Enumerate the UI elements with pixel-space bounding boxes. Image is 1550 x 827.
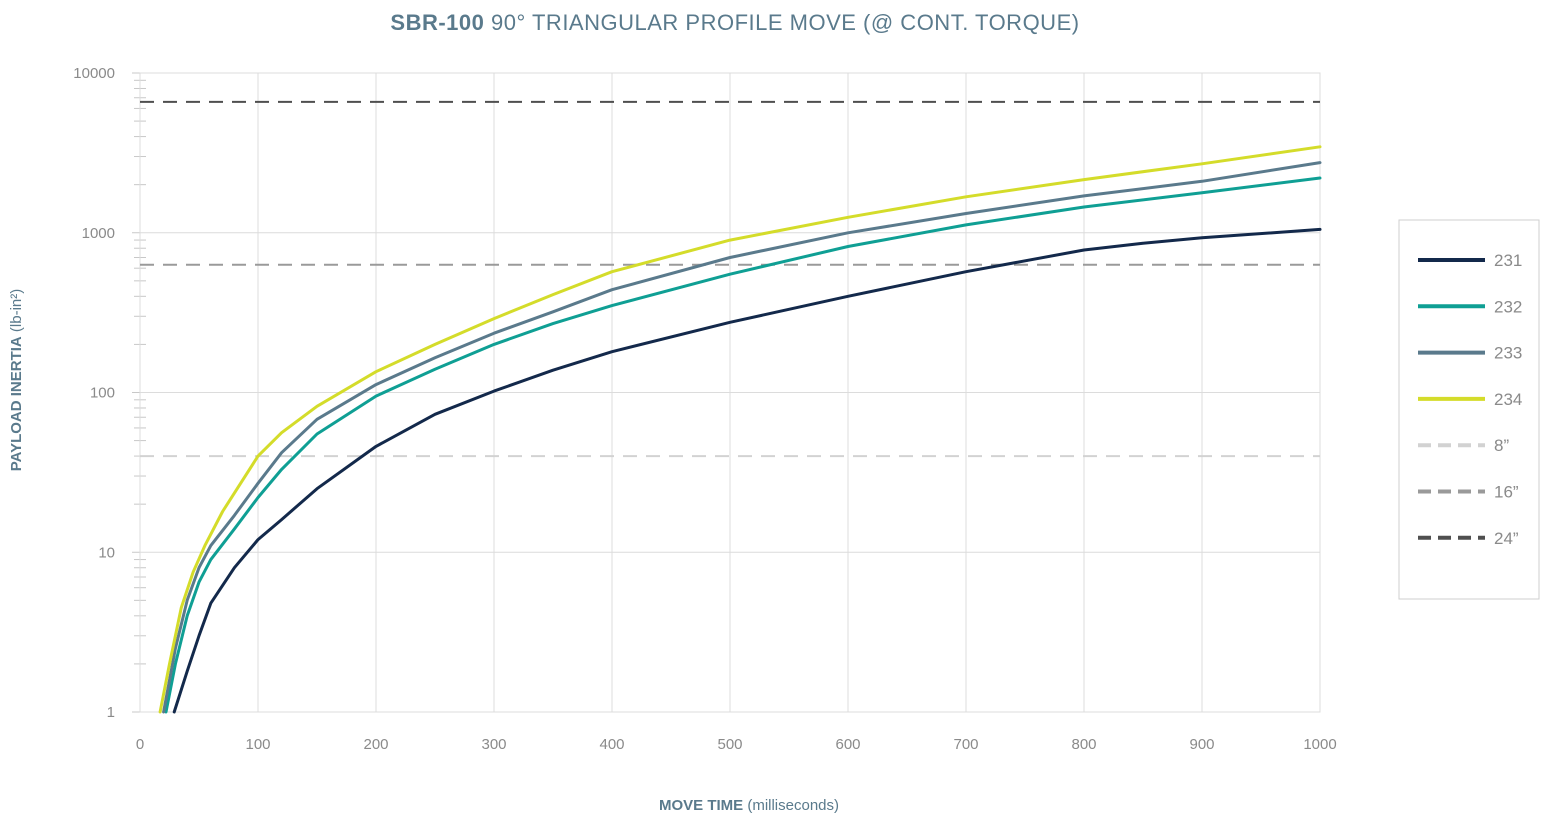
x-axis-label-rest: (milliseconds) — [743, 797, 839, 814]
legend-label: 24” — [1494, 529, 1519, 548]
x-axis-label-bold: MOVE TIME — [659, 797, 743, 814]
x-tick-label: 200 — [363, 736, 388, 753]
x-tick-label: 300 — [481, 736, 506, 753]
x-tick-label: 600 — [835, 736, 860, 753]
y-axis-label: PAYLOAD INERTIA (lb-in²) — [8, 289, 25, 472]
legend-label: 231 — [1494, 251, 1522, 270]
chart-title-bold: SBR-100 — [390, 10, 484, 35]
x-tick-label: 400 — [599, 736, 624, 753]
legend-label: 234 — [1494, 390, 1522, 409]
y-tick-label: 1000 — [82, 225, 115, 242]
x-tick-label: 0 — [136, 736, 144, 753]
series-line — [164, 176, 1322, 714]
series-line — [162, 161, 1322, 714]
gridlines — [132, 72, 1321, 713]
x-tick-label: 900 — [1189, 736, 1214, 753]
plot-border — [139, 72, 1321, 713]
legend-items: 231 232 233 234 8” 16” 24” — [1418, 251, 1522, 548]
x-axis-label: MOVE TIME (milliseconds) — [659, 797, 839, 814]
legend-label: 233 — [1494, 344, 1522, 363]
series-line — [172, 227, 1322, 714]
y-tick-label: 10 — [98, 544, 115, 561]
series-line — [158, 145, 1322, 714]
series-lines — [158, 145, 1322, 714]
chart-title-rest: 90° TRIANGULAR PROFILE MOVE (@ CONT. TOR… — [484, 10, 1079, 35]
y-tick-labels: 1 10 100 1000 10000 — [73, 65, 115, 721]
y-axis-label-rest: (lb-in²) — [8, 289, 25, 337]
legend-label: 232 — [1494, 297, 1522, 316]
x-tick-label: 800 — [1071, 736, 1096, 753]
y-tick-label: 10000 — [73, 65, 115, 82]
chart-title: SBR-100 90° TRIANGULAR PROFILE MOVE (@ C… — [390, 10, 1079, 35]
legend-label: 8” — [1494, 436, 1509, 455]
reference-lines — [140, 100, 1320, 458]
x-tick-label: 1000 — [1303, 736, 1336, 753]
x-tick-label: 500 — [717, 736, 742, 753]
x-tick-labels: 0 100 200 300 400 500 600 700 800 900 1000 — [136, 736, 1337, 753]
legend: 231 232 233 234 8” 16” 24” — [1398, 219, 1540, 600]
y-tick-label: 1 — [107, 704, 115, 721]
plot-frame — [139, 72, 1321, 713]
x-tick-label: 100 — [245, 736, 270, 753]
legend-label: 16” — [1494, 483, 1519, 502]
y-axis-label-bold: PAYLOAD INERTIA — [8, 336, 25, 471]
y-tick-label: 100 — [90, 385, 115, 402]
x-tick-label: 700 — [953, 736, 978, 753]
